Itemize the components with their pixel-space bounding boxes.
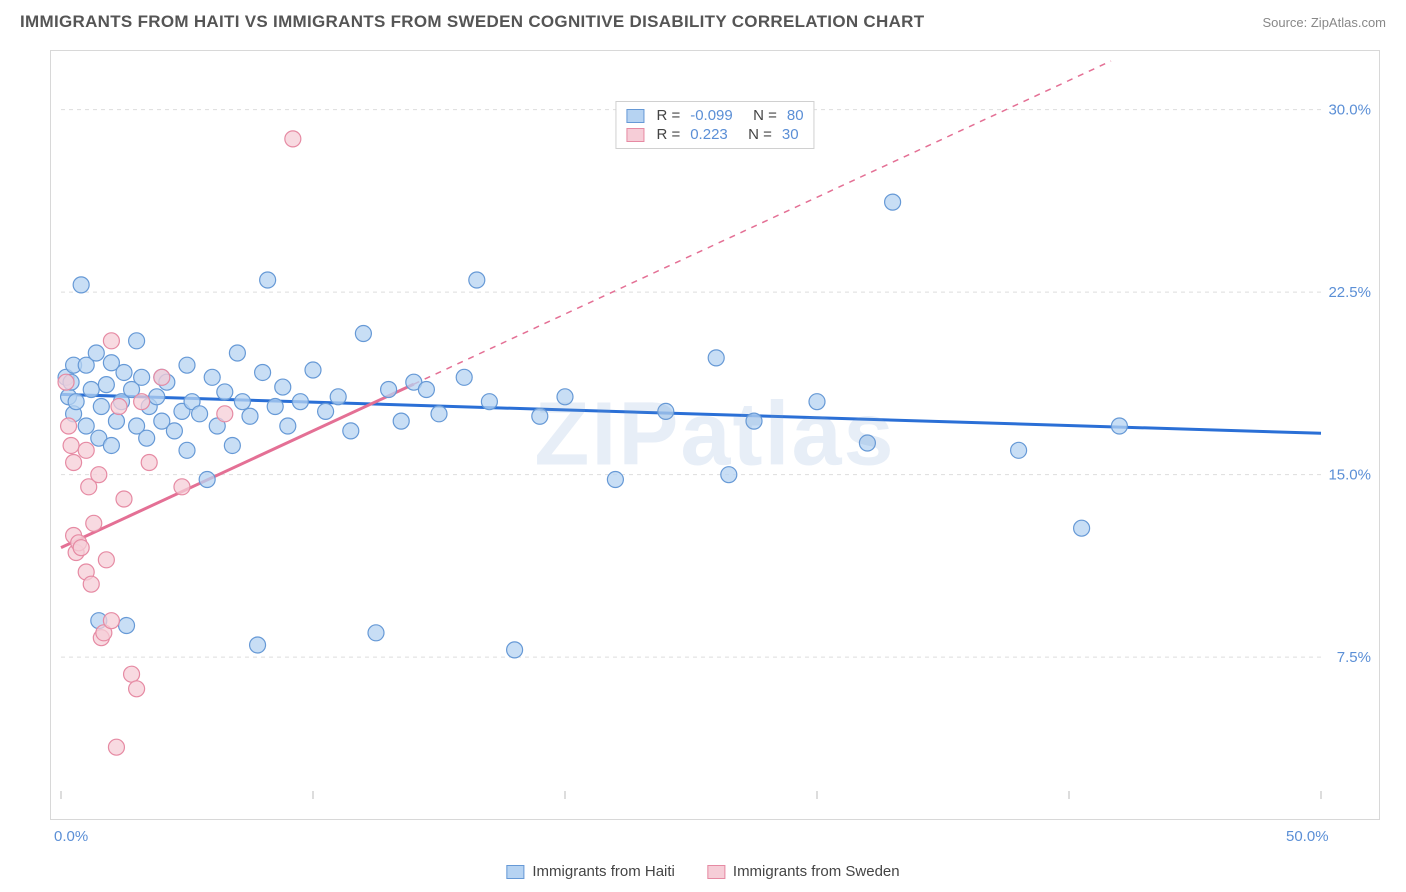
header: IMMIGRANTS FROM HAITI VS IMMIGRANTS FROM… (0, 0, 1406, 40)
source-label: Source: ZipAtlas.com (1262, 15, 1386, 30)
stat-label: N = (745, 107, 777, 124)
svg-text:30.0%: 30.0% (1328, 102, 1371, 119)
stat-label: R = (656, 126, 680, 143)
stat-r-value: -0.099 (690, 107, 733, 124)
stat-n-value: 30 (782, 126, 799, 143)
stat-label: R = (656, 107, 680, 124)
svg-text:22.5%: 22.5% (1328, 284, 1371, 301)
swatch-haiti (506, 865, 524, 879)
svg-text:15.0%: 15.0% (1328, 467, 1371, 484)
stat-n-value: 80 (787, 107, 804, 124)
stat-r-value: 0.223 (690, 126, 728, 143)
legend-stats-box: R = -0.099 N = 80 R = 0.223 N = 30 (615, 101, 814, 149)
x-axis-max-label: 50.0% (1286, 828, 1329, 845)
chart-title: IMMIGRANTS FROM HAITI VS IMMIGRANTS FROM… (20, 12, 924, 32)
swatch-sweden (626, 128, 644, 142)
chart-area: 7.5%15.0%22.5%30.0% ZIPatlas R = -0.099 … (50, 50, 1380, 820)
legend-item-sweden: Immigrants from Sweden (707, 863, 900, 880)
bottom-legend: Immigrants from Haiti Immigrants from Sw… (506, 863, 899, 880)
scatter-chart: 7.5% 15.0% 22.5% 30.0% (51, 51, 1381, 821)
swatch-sweden (707, 865, 725, 879)
x-axis-min-label: 0.0% (54, 828, 88, 845)
swatch-haiti (626, 109, 644, 123)
svg-text:7.5%: 7.5% (1337, 649, 1371, 666)
legend-label: Immigrants from Sweden (733, 863, 900, 880)
legend-stats-row: R = -0.099 N = 80 (626, 106, 803, 125)
legend-label: Immigrants from Haiti (532, 863, 675, 880)
stat-label: N = (740, 126, 772, 143)
legend-item-haiti: Immigrants from Haiti (506, 863, 675, 880)
legend-stats-row: R = 0.223 N = 30 (626, 125, 803, 144)
